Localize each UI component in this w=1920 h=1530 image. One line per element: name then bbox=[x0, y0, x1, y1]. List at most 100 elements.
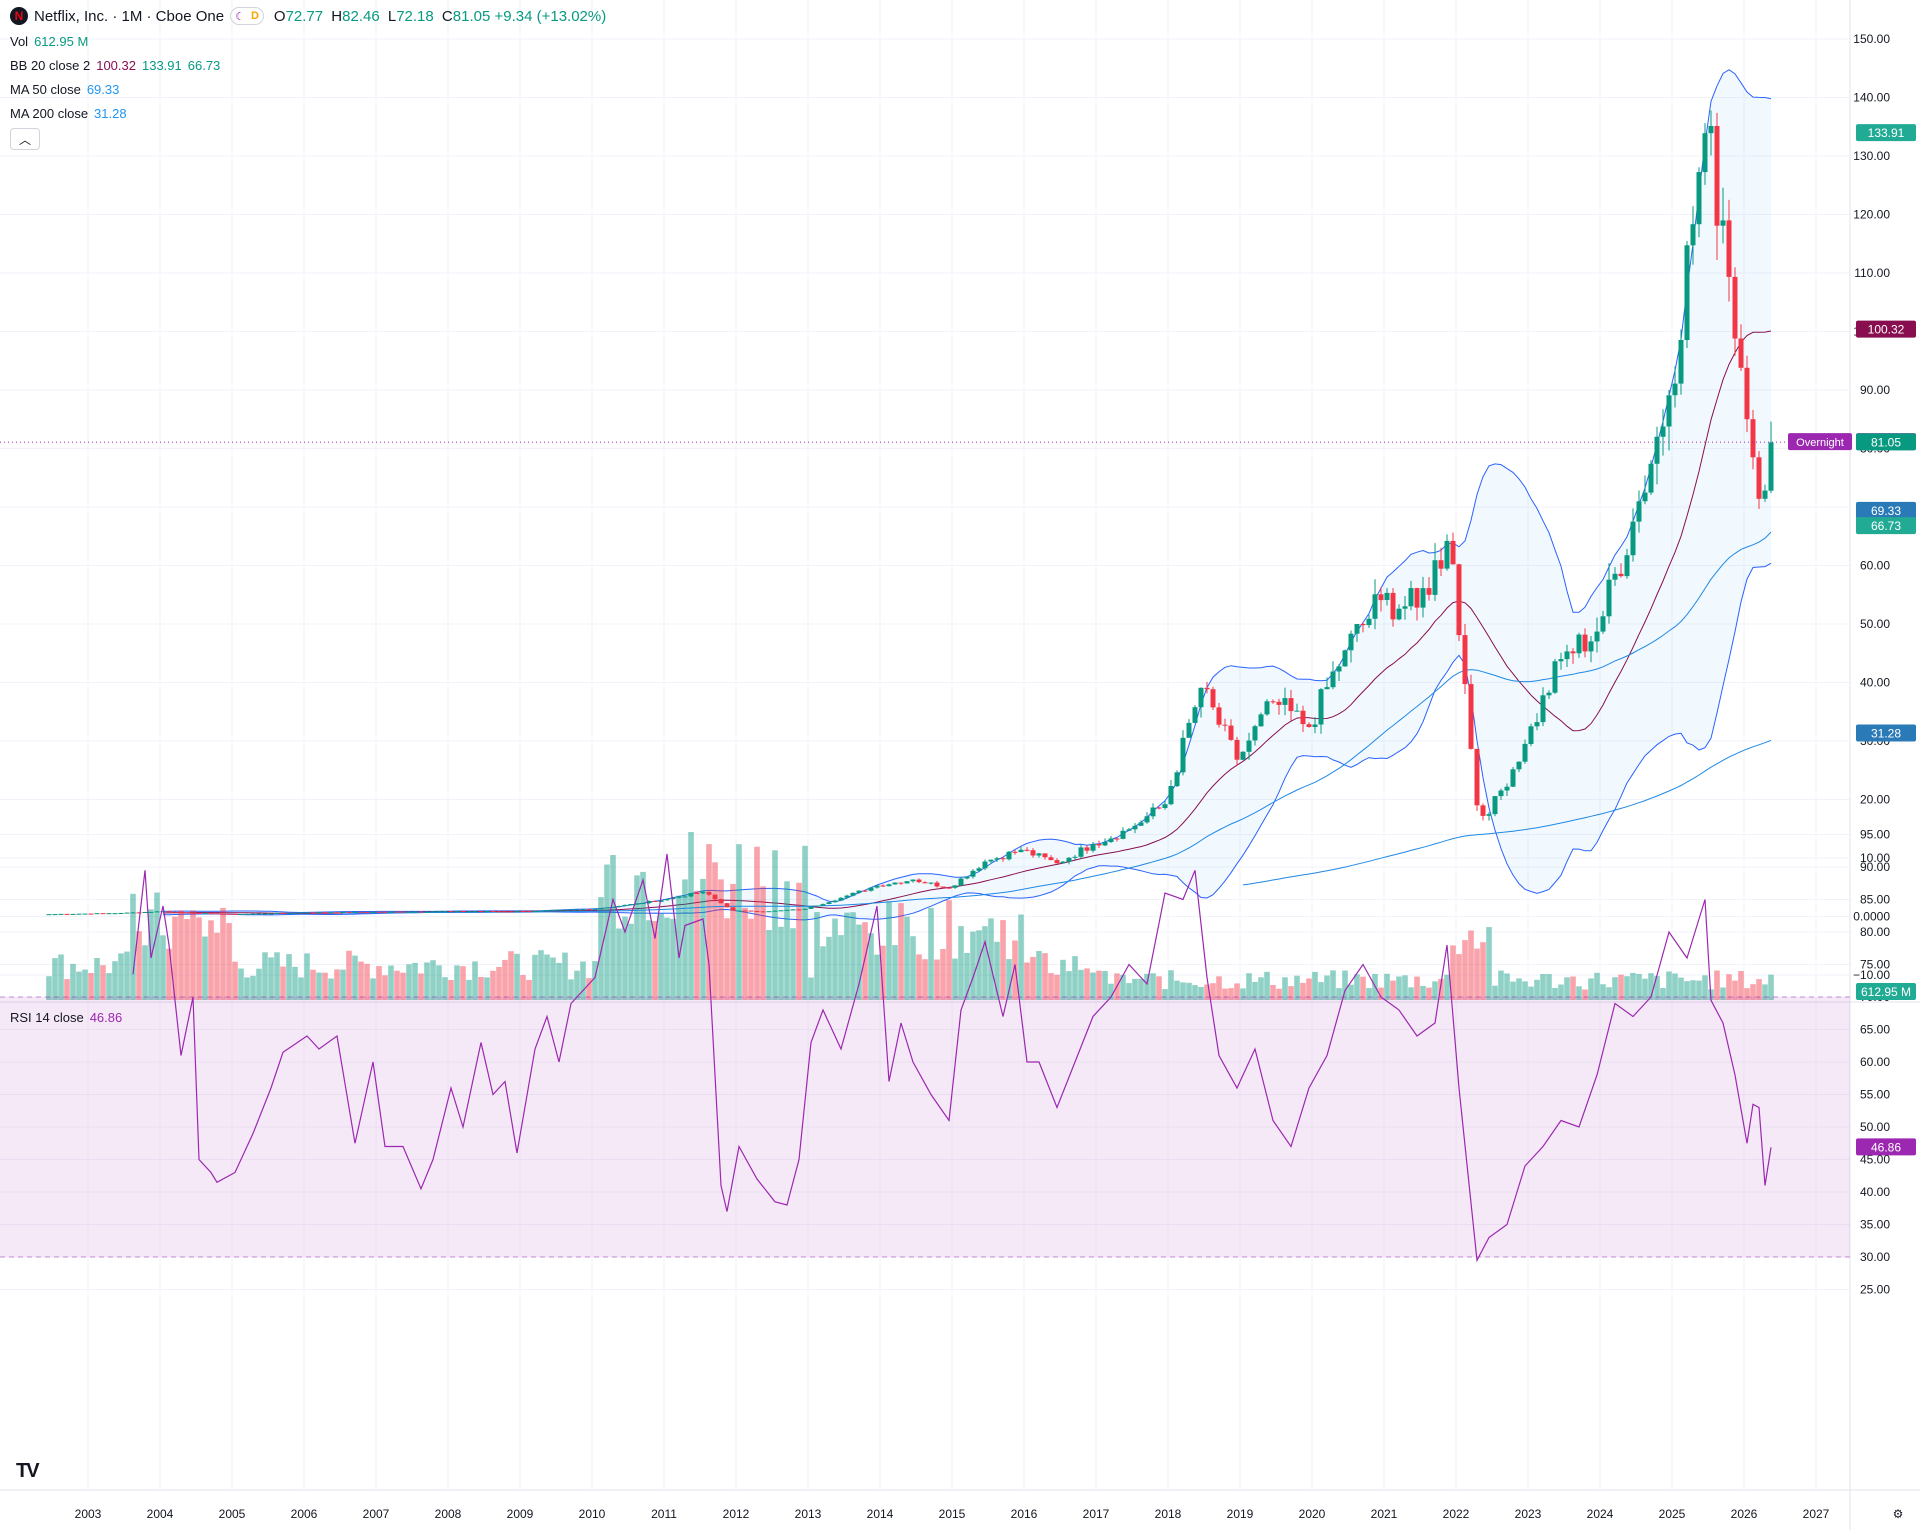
candle-body bbox=[826, 902, 832, 904]
ma200-line bbox=[1242, 739, 1772, 886]
close-value: 81.05 bbox=[452, 7, 491, 25]
volume-bar bbox=[520, 975, 526, 1000]
volume-bar bbox=[1000, 920, 1006, 1000]
candle-body bbox=[1708, 126, 1714, 134]
tradingview-logo-icon[interactable]: TV bbox=[16, 1460, 40, 1482]
volume-bar bbox=[1192, 985, 1198, 1000]
last-price-tag: 81.05 bbox=[1871, 435, 1901, 449]
price-tick-label: 140.00 bbox=[1853, 91, 1890, 105]
symbol-title[interactable]: Netflix, Inc. · 1M · Cboe One bbox=[34, 7, 225, 25]
volume-bar bbox=[1450, 945, 1456, 1000]
volume-bar bbox=[574, 970, 580, 1000]
volume-bar bbox=[1624, 976, 1630, 1000]
legend-ma50[interactable]: MA 50 close 69.33 bbox=[10, 81, 120, 97]
candle-body bbox=[406, 911, 412, 913]
volume-bar bbox=[244, 977, 250, 1000]
candle-body bbox=[394, 911, 400, 913]
volume-bar bbox=[1294, 975, 1300, 1000]
volume-bar bbox=[832, 918, 838, 1000]
candle-body bbox=[634, 903, 640, 905]
volume-bar bbox=[808, 977, 814, 1000]
candle-body bbox=[616, 906, 622, 907]
volume-bar bbox=[1312, 971, 1318, 1000]
volume-bar bbox=[160, 935, 166, 1000]
candle-body bbox=[1468, 684, 1474, 749]
volume-bar bbox=[496, 967, 502, 1000]
high-value: 82.46 bbox=[342, 7, 380, 25]
session-badges[interactable]: ☾ D bbox=[230, 7, 264, 25]
candle-body bbox=[274, 912, 280, 914]
candle-body bbox=[1264, 701, 1270, 715]
volume-bar bbox=[262, 952, 268, 1000]
candle-body bbox=[1138, 822, 1144, 826]
candle-body bbox=[436, 911, 442, 913]
legend-volume[interactable]: Vol 612.95 M bbox=[10, 33, 89, 49]
ma200-value: 31.28 bbox=[94, 105, 127, 121]
rsi-tick-label: 40.00 bbox=[1860, 1185, 1890, 1199]
volume-bar bbox=[1330, 970, 1336, 1000]
legend-bollinger[interactable]: BB 20 close 2 100.32 133.91 66.73 bbox=[10, 57, 221, 73]
candle-body bbox=[1210, 689, 1216, 708]
volume-bar bbox=[1210, 983, 1216, 1000]
candle-body bbox=[202, 913, 208, 915]
candle-body bbox=[1282, 698, 1288, 705]
bb-lower-tag-box bbox=[1856, 517, 1916, 535]
candle-body bbox=[520, 911, 526, 913]
legend-ma200[interactable]: MA 200 close 31.28 bbox=[10, 105, 127, 121]
volume-bar bbox=[1204, 984, 1210, 1000]
volume-bar bbox=[424, 962, 430, 1000]
volume-bar bbox=[886, 901, 892, 1000]
candle-body bbox=[886, 884, 892, 887]
candle-body bbox=[370, 911, 376, 913]
volume-bar bbox=[844, 912, 850, 1000]
volume-bar bbox=[1480, 942, 1486, 1000]
legend-rsi[interactable]: RSI 14 close 46.86 bbox=[10, 1009, 123, 1025]
volume-bar bbox=[820, 946, 826, 1000]
candle-body bbox=[1378, 594, 1384, 601]
time-tick-label: 2007 bbox=[363, 1507, 390, 1521]
volume-bar bbox=[634, 875, 640, 1000]
symbol-header[interactable]: N Netflix, Inc. · 1M · Cboe One ☾ D O72.… bbox=[10, 5, 606, 27]
volume-bar bbox=[142, 945, 148, 1000]
candle-body bbox=[1618, 573, 1624, 577]
rsi-panel bbox=[0, 853, 1850, 1263]
candle-body bbox=[1168, 786, 1174, 805]
volume-bar bbox=[1642, 978, 1648, 1000]
volume-bar bbox=[688, 832, 694, 1000]
volume-bar bbox=[766, 930, 772, 1000]
candle-body bbox=[1600, 616, 1606, 632]
volume-bar bbox=[730, 883, 736, 1000]
candle-body bbox=[1414, 588, 1420, 608]
volume-bar bbox=[1240, 988, 1246, 1000]
volume-bar bbox=[508, 951, 514, 1000]
volume-bar bbox=[556, 962, 562, 1000]
candle-body bbox=[550, 909, 556, 911]
bb-fill bbox=[163, 69, 1771, 920]
time-tick-label: 2016 bbox=[1011, 1507, 1038, 1521]
candle-body bbox=[1162, 804, 1168, 808]
candle-body bbox=[568, 909, 574, 911]
volume-bar bbox=[1252, 981, 1258, 1000]
volume-bar bbox=[712, 862, 718, 1000]
volume-bar bbox=[1162, 989, 1168, 1000]
candle-body bbox=[1768, 442, 1774, 491]
candle-body bbox=[1486, 814, 1492, 816]
volume-bar bbox=[190, 910, 196, 1000]
collapse-legend-button[interactable]: ︿ bbox=[10, 128, 40, 150]
candle-body bbox=[1114, 838, 1120, 840]
candle-body bbox=[694, 893, 700, 894]
volume-bar bbox=[1108, 983, 1114, 1000]
volume-bar bbox=[1096, 970, 1102, 1000]
candle-body bbox=[58, 913, 64, 915]
price-tick-label: 20.00 bbox=[1860, 793, 1890, 807]
volume-bar bbox=[136, 931, 142, 1000]
volume-bar bbox=[1060, 959, 1066, 1000]
time-tick-label: 2012 bbox=[723, 1507, 750, 1521]
volume-bar bbox=[1036, 951, 1042, 1000]
volume-bar bbox=[238, 968, 244, 1000]
candle-body bbox=[676, 896, 682, 898]
volume-bar bbox=[664, 917, 670, 1000]
candle-body bbox=[1342, 650, 1348, 667]
volume-bar bbox=[916, 954, 922, 1000]
